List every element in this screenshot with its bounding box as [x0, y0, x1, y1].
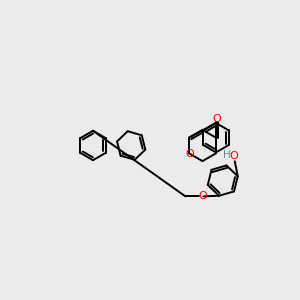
Text: O: O — [185, 148, 194, 159]
Text: H: H — [223, 150, 230, 160]
Text: O: O — [212, 113, 221, 124]
Text: O: O — [199, 191, 208, 201]
Text: O: O — [229, 151, 238, 161]
